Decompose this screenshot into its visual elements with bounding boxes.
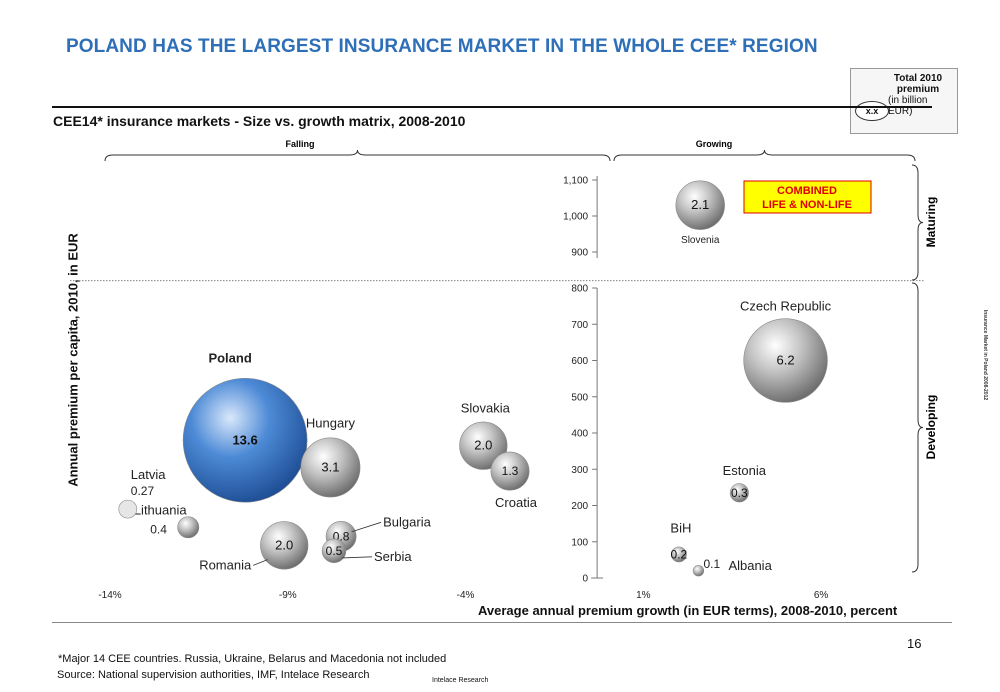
bubble-value-label: 2.1 [691, 197, 709, 212]
y-tick-label: 200 [571, 501, 588, 512]
y-tick-label: 700 [571, 320, 588, 331]
bubble-value-label: 0.27 [131, 484, 155, 498]
bubble-slovakia [459, 421, 508, 470]
brace-growing [613, 149, 916, 162]
side-note: Insurance Market in Poland 2008-2012 [982, 309, 988, 401]
group-label-falling: Falling [286, 139, 315, 149]
country-label: Bulgaria [383, 514, 431, 529]
country-label: Serbia [374, 549, 412, 564]
x-tick-label: -14% [98, 590, 121, 601]
bubble-value-label: 6.2 [777, 353, 795, 368]
legend-title: Total 2010 premium [893, 73, 943, 95]
bubble-croatia [490, 451, 530, 491]
chart-title: CEE14* insurance markets - Size vs. grow… [53, 113, 466, 129]
group-label-growing: Growing [696, 139, 733, 149]
country-label: Lithuania [134, 502, 188, 517]
y-tick-label: 400 [571, 429, 588, 440]
y-tick-label: 800 [571, 284, 588, 295]
y-tick-label: 900 [571, 248, 588, 259]
y-tick-label: 100 [571, 537, 588, 548]
bubble-value-label: 2.0 [474, 438, 492, 453]
group-label-developing: Developing [924, 395, 938, 460]
country-label: BiH [670, 520, 691, 535]
label-leader-line [342, 556, 373, 559]
bubble-value-label: 0.4 [150, 522, 167, 536]
x-tick-label: 6% [814, 590, 829, 601]
label-leader-line [351, 521, 382, 533]
country-label: Estonia [723, 463, 767, 478]
footnote: *Major 14 CEE countries. Russia, Ukraine… [58, 653, 447, 665]
brace-falling [104, 149, 611, 162]
combined-label-line1: COMBINED [777, 185, 837, 197]
bubble-romania [260, 521, 309, 570]
bubble-hungary [300, 437, 361, 498]
country-label: Albania [728, 558, 772, 573]
footer-rule [52, 622, 952, 623]
bubble-serbia [321, 538, 347, 564]
country-label: Latvia [131, 467, 166, 482]
country-label: Slovakia [461, 401, 511, 416]
bubble-value-label: 0.3 [731, 486, 748, 500]
y-tick-label: 0 [583, 574, 589, 585]
y-tick-label: 600 [571, 356, 588, 367]
y-tick-label: 500 [571, 392, 588, 403]
country-label: Hungary [306, 415, 356, 430]
x-tick-label: -4% [457, 590, 475, 601]
x-axis-label: Average annual premium growth (in EUR te… [478, 603, 898, 618]
legend-subtitle: (in billion EUR) [888, 95, 928, 117]
bubble-value-label: 2.0 [275, 537, 293, 552]
bubble-value-label: 3.1 [321, 459, 339, 474]
x-tick-label: -9% [279, 590, 297, 601]
bubble-latvia [118, 499, 138, 519]
source-tag: Intelace Research [432, 677, 489, 684]
title-rule [52, 106, 932, 108]
combined-box [743, 180, 872, 214]
y-tick-label: 300 [571, 465, 588, 476]
bubble-value-label: 0.5 [326, 544, 343, 558]
brace-maturing [911, 164, 924, 281]
country-label: Czech Republic [740, 299, 832, 314]
bubble-estonia [729, 483, 749, 503]
bubble-albania [692, 565, 705, 577]
country-label: Slovenia [681, 235, 720, 246]
source-note: Source: National supervision authorities… [57, 669, 370, 681]
country-label: Poland [208, 350, 251, 365]
combined-label-line2: LIFE & NON-LIFE [762, 199, 852, 211]
x-tick-label: 1% [636, 590, 651, 601]
page-number: 16 [907, 636, 922, 651]
country-label: Romania [199, 557, 252, 572]
y-tick-label: 1,000 [563, 212, 588, 223]
bubble-slovenia [675, 180, 725, 230]
bubble-poland [182, 377, 308, 503]
bubble-bih [671, 546, 687, 563]
bubble-czech-republic [743, 318, 828, 403]
bubble-value-label: 13.6 [232, 432, 257, 447]
brace-developing [911, 282, 924, 573]
y-tick-label: 1,100 [563, 176, 588, 187]
group-label-maturing: Maturing [924, 197, 938, 248]
country-label: Croatia [495, 495, 538, 510]
bubble-value-label: 0.1 [703, 557, 720, 571]
page-headline: POLAND HAS THE LARGEST INSURANCE MARKET … [66, 36, 818, 57]
bubble-lithuania [177, 516, 200, 539]
label-leader-line [253, 559, 268, 566]
bubble-value-label: 1.3 [502, 464, 519, 478]
bubble-value-label: 0.2 [671, 547, 688, 561]
